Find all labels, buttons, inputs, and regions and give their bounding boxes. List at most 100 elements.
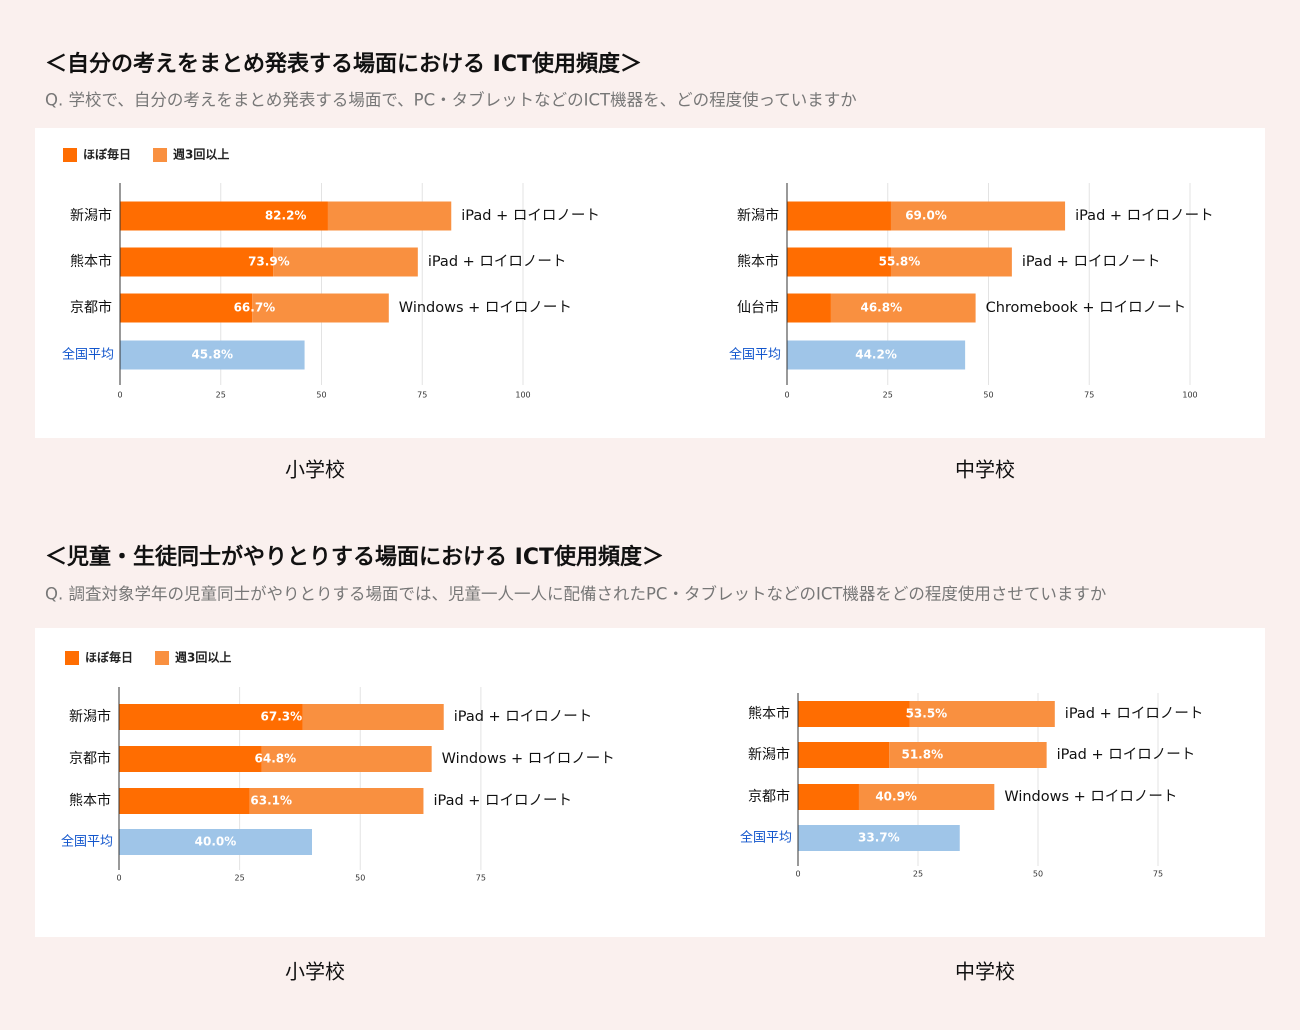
panel [35, 128, 1265, 438]
total-label: 64.8% [255, 752, 297, 766]
total-label: 67.3% [261, 710, 303, 724]
legend-label: ほぼ毎日 [83, 147, 131, 162]
category-label: 熊本市 [737, 253, 779, 270]
category-label: 熊本市 [70, 253, 112, 270]
category-label: 新潟市 [70, 207, 112, 224]
total-label: 66.7% [234, 301, 276, 315]
annotation: iPad + ロイロノート [428, 254, 567, 270]
chart-caption: 小学校 [285, 960, 345, 984]
average-bar [119, 829, 312, 855]
x-tick-label: 25 [913, 870, 923, 879]
x-tick-label: 75 [476, 874, 486, 883]
total-label: 69.0% [905, 209, 947, 223]
x-tick-label: 25 [883, 391, 893, 400]
legend-swatch [63, 148, 77, 162]
annotation: iPad + ロイロノート [454, 709, 593, 725]
annotation: Windows + ロイロノート [399, 300, 572, 316]
bar-segment [252, 293, 389, 323]
legend-label: ほぼ毎日 [85, 650, 133, 665]
bar-segment [249, 788, 424, 814]
annotation: iPad + ロイロノート [1022, 254, 1161, 270]
panel [35, 628, 1265, 937]
x-tick-label: 0 [795, 870, 800, 879]
bar-segment [787, 201, 891, 231]
bar-segment [120, 201, 328, 231]
average-label: 全国平均 [61, 834, 113, 850]
category-label: 熊本市 [69, 792, 111, 809]
total-label: 63.1% [250, 794, 292, 808]
bar-segment [798, 742, 890, 768]
section-question: Q. 調査対象学年の児童同士がやりとりする場面では、児童一人一人に配備されたPC… [45, 584, 1106, 604]
annotation: iPad + ロイロノート [1057, 747, 1196, 763]
x-tick-label: 50 [316, 391, 326, 400]
bar-segment [302, 704, 444, 730]
bar-segment [787, 247, 891, 277]
bar-segment [890, 201, 1066, 231]
bar-segment [120, 247, 274, 277]
annotation: iPad + ロイロノート [1065, 706, 1204, 722]
total-label: 46.8% [860, 301, 902, 315]
bar-segment [858, 784, 995, 810]
annotation: Windows + ロイロノート [1004, 789, 1177, 805]
legend-swatch [153, 148, 168, 162]
legend-swatch [65, 651, 79, 665]
bar-segment [889, 742, 1047, 768]
bar-segment [261, 746, 432, 772]
bar-segment [119, 704, 303, 730]
average-value-label: 40.0% [195, 835, 237, 849]
bar-segment [830, 293, 976, 323]
annotation: Windows + ロイロノート [442, 751, 615, 767]
annotation: Chromebook + ロイロノート [986, 300, 1187, 316]
x-tick-label: 100 [1182, 391, 1197, 400]
section-title: ＜自分の考えをまとめ発表する場面における ICT使用頻度＞ [45, 51, 642, 77]
x-tick-label: 50 [355, 874, 365, 883]
category-label: 京都市 [70, 299, 112, 316]
total-label: 73.9% [248, 255, 290, 269]
annotation: iPad + ロイロノート [461, 208, 600, 224]
x-tick-label: 75 [417, 391, 427, 400]
bar-segment [120, 293, 253, 323]
x-tick-label: 75 [1153, 870, 1163, 879]
x-tick-label: 50 [1033, 870, 1043, 879]
total-label: 55.8% [879, 255, 921, 269]
total-label: 82.2% [265, 209, 307, 223]
total-label: 40.9% [875, 790, 917, 804]
category-label: 仙台市 [737, 299, 779, 316]
average-label: 全国平均 [740, 830, 792, 846]
average-label: 全国平均 [62, 347, 114, 363]
x-tick-label: 0 [116, 874, 121, 883]
bar-segment [119, 746, 262, 772]
bar-segment [273, 247, 418, 277]
section-question: Q. 学校で、自分の考えをまとめ発表する場面で、PC・タブレットなどのICT機器… [45, 90, 857, 110]
average-bar [787, 340, 966, 370]
category-label: 新潟市 [748, 746, 790, 763]
annotation: iPad + ロイロノート [433, 793, 572, 809]
legend-label: 週3回以上 [173, 147, 229, 162]
category-label: 新潟市 [69, 708, 111, 725]
x-tick-label: 100 [515, 391, 530, 400]
legend-swatch [155, 651, 170, 665]
x-tick-label: 25 [235, 874, 245, 883]
x-tick-label: 75 [1084, 391, 1094, 400]
average-value-label: 33.7% [858, 831, 900, 845]
bar-segment [787, 293, 831, 323]
section-title: ＜児童・生徒同士がやりとりする場面における ICT使用頻度＞ [45, 544, 664, 570]
chart-caption: 中学校 [955, 458, 1015, 482]
category-label: 京都市 [748, 788, 790, 805]
bar-segment [798, 784, 859, 810]
x-tick-label: 50 [983, 391, 993, 400]
category-label: 京都市 [69, 750, 111, 767]
total-label: 53.5% [906, 707, 948, 721]
average-bar [120, 340, 305, 370]
annotation: iPad + ロイロノート [1075, 208, 1214, 224]
chart-caption: 中学校 [955, 960, 1015, 984]
bar-segment [327, 201, 452, 231]
average-value-label: 45.8% [191, 348, 233, 362]
average-bar [798, 825, 960, 851]
x-tick-label: 0 [117, 391, 122, 400]
bar-segment [798, 701, 910, 727]
bar-segment [119, 788, 250, 814]
bar-segment [909, 701, 1055, 727]
